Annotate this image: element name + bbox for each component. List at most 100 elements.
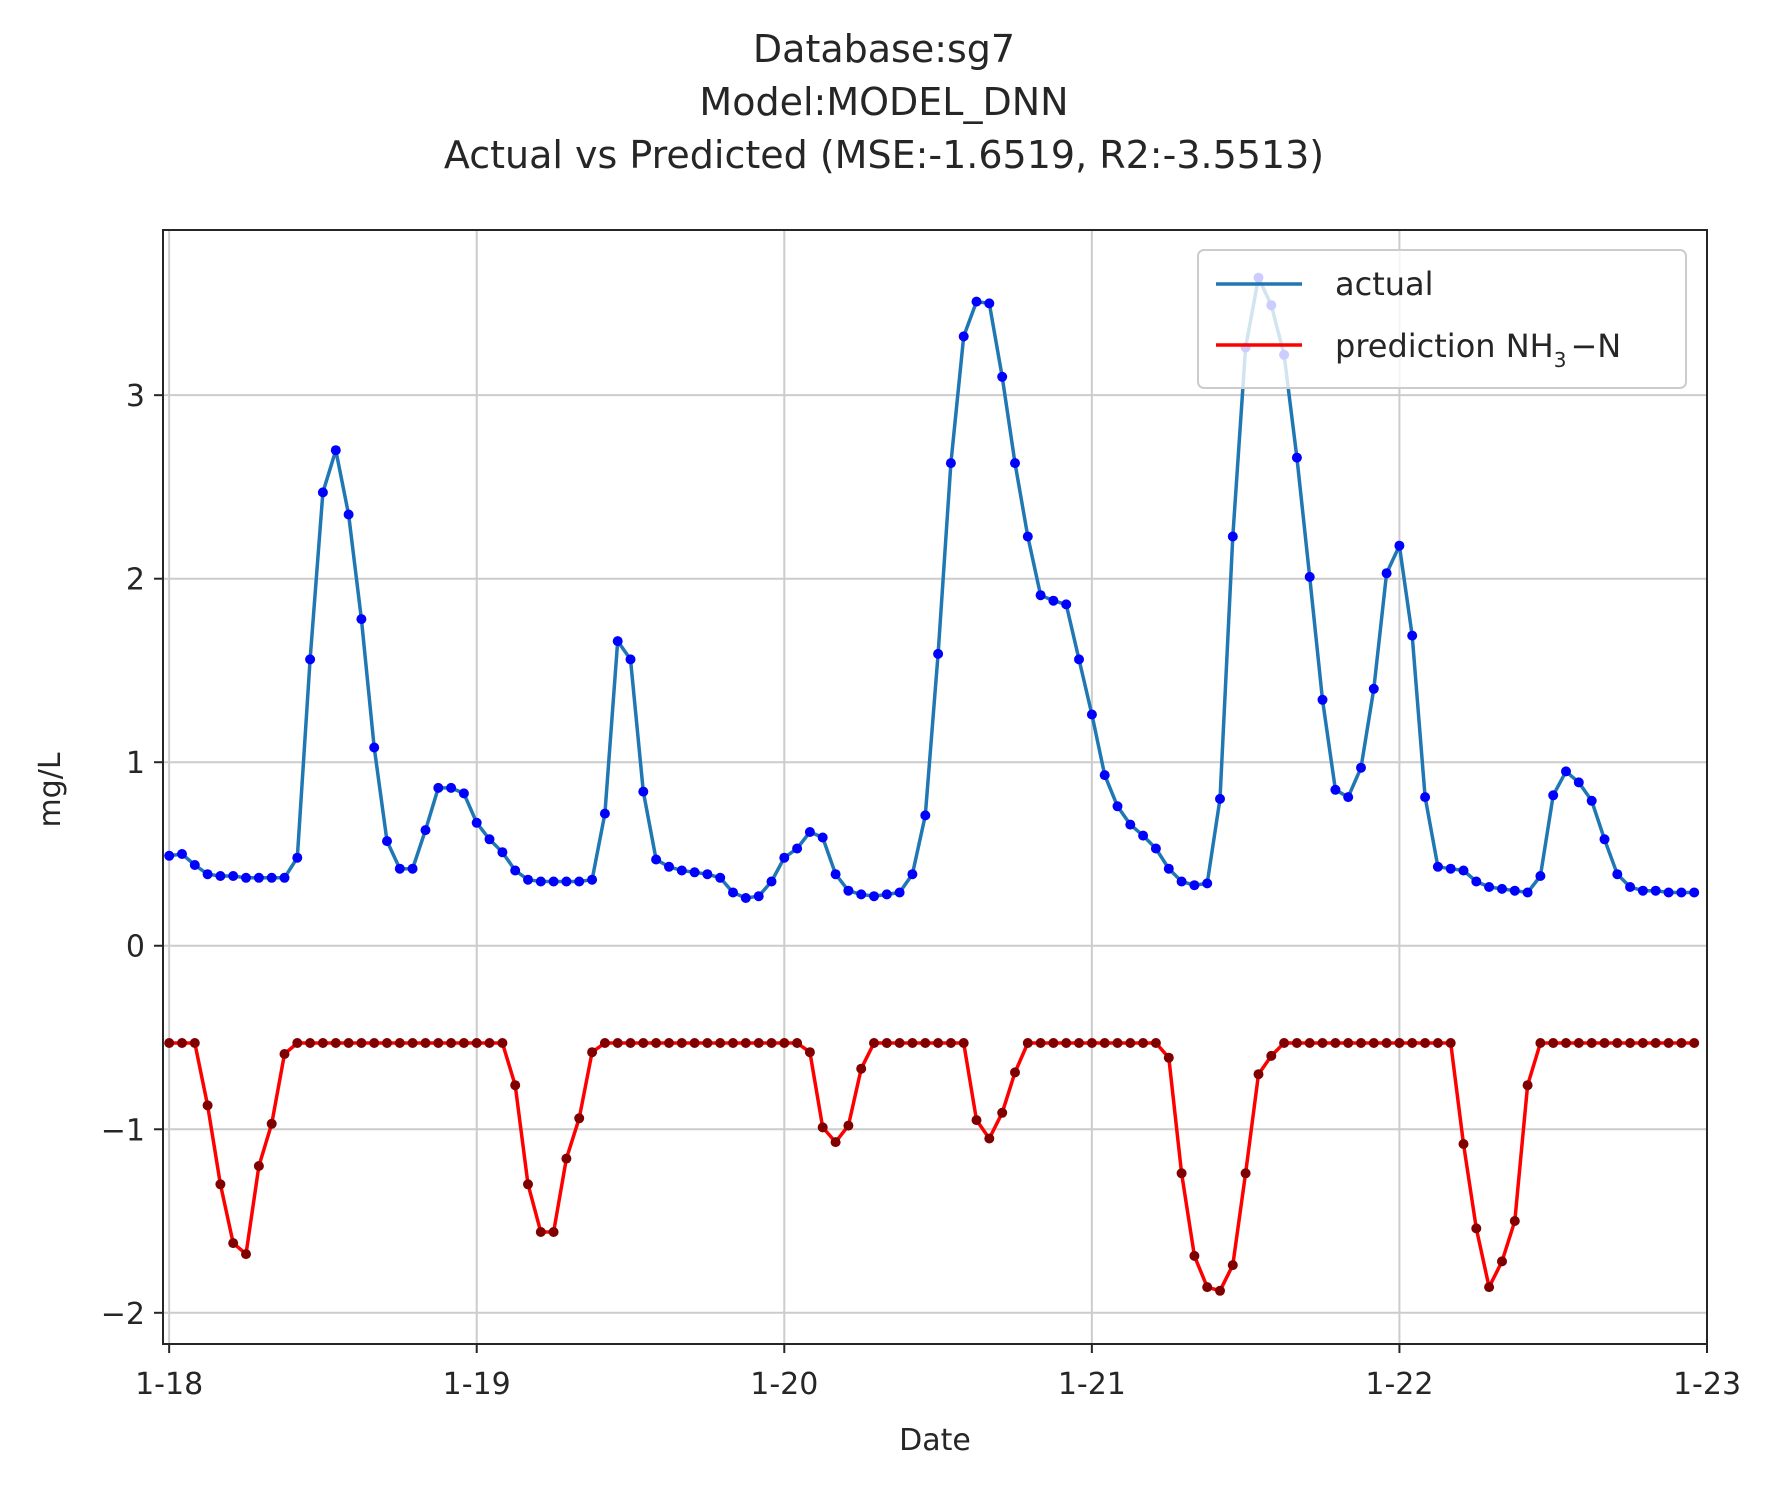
data-point — [394, 1038, 405, 1048]
data-point — [625, 1038, 636, 1048]
data-point — [1586, 1038, 1597, 1048]
data-point — [1535, 1038, 1546, 1048]
data-point — [958, 331, 969, 342]
data-point — [356, 1038, 367, 1048]
data-point — [984, 1133, 995, 1144]
data-point — [215, 871, 226, 881]
data-point — [189, 860, 200, 870]
data-point — [587, 1047, 598, 1058]
data-point — [523, 1179, 533, 1190]
data-point — [484, 1038, 495, 1048]
x-axis-label: Date — [899, 1423, 971, 1458]
data-point — [920, 810, 931, 821]
x-tick-label: 1-18 — [135, 1367, 203, 1402]
data-point — [869, 891, 879, 902]
data-point — [1150, 843, 1161, 854]
data-point — [330, 445, 341, 456]
data-point — [766, 1038, 777, 1048]
data-point — [241, 1249, 251, 1260]
data-point — [1509, 1216, 1520, 1226]
data-point — [1189, 880, 1200, 891]
data-point — [1279, 1038, 1290, 1048]
data-point — [1407, 630, 1418, 641]
data-point — [574, 1113, 585, 1124]
data-point — [1663, 887, 1674, 898]
data-point — [189, 1038, 200, 1048]
data-point — [1022, 1038, 1033, 1048]
data-point — [446, 782, 457, 793]
data-point — [407, 863, 418, 874]
data-point — [1484, 1282, 1495, 1293]
data-point — [1407, 1038, 1418, 1048]
data-point — [177, 849, 187, 859]
data-point — [638, 1038, 649, 1048]
data-point — [1163, 1052, 1174, 1063]
x-tick-label: 1-19 — [443, 1367, 511, 1402]
data-point — [253, 872, 264, 883]
data-point — [1317, 1038, 1328, 1048]
data-point — [369, 1038, 380, 1048]
data-point — [1330, 784, 1341, 795]
data-point — [1304, 1038, 1315, 1048]
data-point — [561, 1153, 572, 1164]
data-point — [881, 1038, 892, 1048]
data-point — [1048, 595, 1059, 606]
data-point — [958, 1038, 969, 1048]
x-axis-ticks: 1-18 1-19 1-20 1-21 1-22 1-23 — [135, 1344, 1741, 1402]
data-point — [1458, 1139, 1469, 1149]
data-point — [458, 1038, 469, 1048]
series-0 — [164, 272, 1700, 903]
data-point — [1548, 790, 1559, 801]
data-point — [856, 1063, 867, 1074]
data-point — [510, 865, 521, 876]
x-tick-label: 1-23 — [1673, 1367, 1741, 1402]
data-point — [1010, 458, 1020, 469]
series-layer — [164, 272, 1700, 1296]
data-point — [907, 869, 918, 880]
data-point — [612, 636, 623, 647]
data-point — [292, 1038, 303, 1048]
data-point — [1010, 1067, 1020, 1078]
data-point — [1458, 865, 1469, 876]
data-point — [1086, 709, 1097, 720]
data-point — [664, 1038, 674, 1048]
data-point — [1356, 1038, 1366, 1048]
legend-box — [1197, 249, 1687, 389]
data-point — [561, 876, 572, 887]
data-point — [1650, 885, 1661, 896]
data-point — [702, 1038, 713, 1048]
y-tick-label: 0 — [126, 930, 145, 965]
data-point — [945, 1038, 956, 1048]
data-point — [715, 872, 726, 883]
data-point — [1637, 885, 1648, 896]
data-point — [1163, 863, 1174, 874]
data-point — [1561, 1038, 1571, 1048]
data-point — [1343, 792, 1354, 803]
data-point — [1573, 777, 1584, 788]
data-point — [651, 1038, 662, 1048]
y-axis-label: mg/L — [33, 752, 68, 827]
data-point — [817, 1122, 828, 1133]
data-point — [164, 1038, 175, 1048]
data-point — [1420, 1038, 1431, 1048]
data-point — [984, 298, 995, 309]
data-point — [792, 843, 803, 854]
data-point — [266, 1118, 277, 1129]
data-point — [279, 1049, 290, 1059]
data-point — [817, 832, 828, 843]
data-point — [1650, 1038, 1661, 1048]
data-point — [740, 893, 751, 903]
data-point — [971, 1115, 982, 1126]
data-point — [804, 827, 815, 837]
data-point — [1420, 792, 1431, 803]
data-point — [664, 861, 674, 872]
data-point — [548, 1227, 559, 1237]
data-point — [1150, 1038, 1161, 1048]
data-point — [523, 874, 533, 885]
data-point — [625, 654, 636, 665]
data-point — [1432, 1038, 1443, 1048]
data-point — [612, 1038, 623, 1048]
data-point — [446, 1038, 457, 1048]
data-point — [497, 847, 508, 858]
data-point — [1099, 770, 1110, 781]
